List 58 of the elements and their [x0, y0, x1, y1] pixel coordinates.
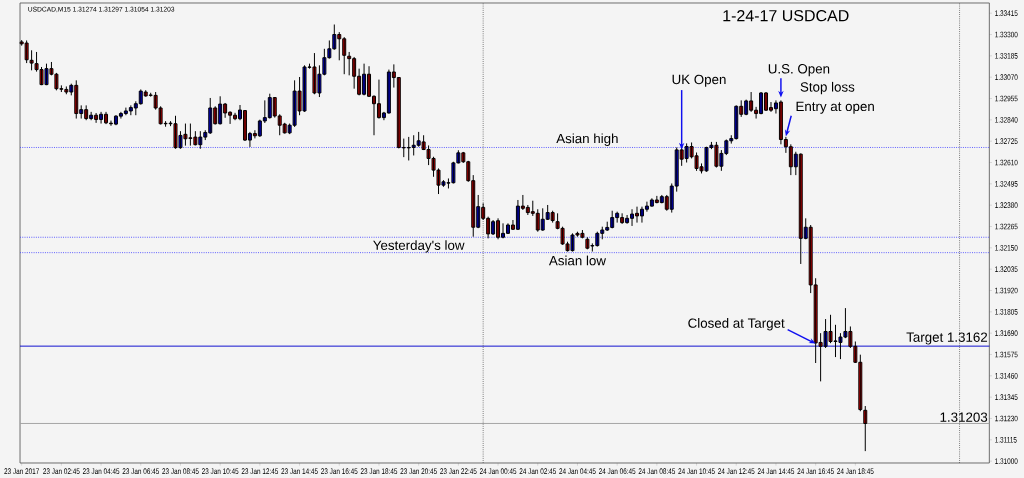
y-tick-label: 1.32265	[995, 223, 1018, 230]
x-tick-label: 24 Jan 02:45	[519, 468, 556, 475]
annotation: Entry at open	[796, 101, 874, 114]
y-tick-label: 1.31000	[995, 458, 1018, 464]
x-tick-label: 24 Jan 10:45	[678, 468, 715, 475]
x-tick-label: 23 Jan 14:45	[281, 468, 318, 475]
y-tick-label: 1.32725	[995, 138, 1018, 145]
y-tick-label: 1.33185	[995, 53, 1018, 59]
x-tick-label: 24 Jan 00:45	[479, 468, 517, 475]
annotation: Closed at Target	[688, 318, 785, 331]
y-tick-label: 1.32380	[995, 202, 1018, 208]
candlestick	[585, 236, 590, 250]
x-tick-label: 23 Jan 06:45	[122, 468, 159, 475]
x-tick-label: 24 Jan 16:45	[797, 468, 834, 475]
y-tick-label: 1.31230	[995, 415, 1018, 422]
annotation: U.S. Open	[768, 64, 830, 77]
x-tick-label: 23 Jan 10:45	[201, 468, 239, 475]
y-tick-label: 1.32150	[995, 245, 1018, 251]
x-tick-label: 23 Jan 2017	[4, 468, 39, 475]
x-tick-label: 24 Jan 12:45	[718, 468, 755, 475]
y-tick-label: 1.31920	[995, 287, 1018, 294]
y-tick-label: 1.31460	[995, 372, 1018, 379]
x-tick-label: 23 Jan 12:45	[241, 468, 279, 475]
candlestick	[863, 405, 868, 452]
x-tick-label: 23 Jan 08:45	[162, 468, 199, 475]
ref-line-label: 1.31203	[940, 412, 988, 422]
x-tick-label: 23 Jan 20:45	[400, 468, 437, 475]
x-tick-label: 23 Jan 04:45	[82, 468, 120, 475]
y-tick-label: 1.33070	[995, 74, 1018, 81]
x-tick-label: 23 Jan 22:45	[440, 468, 477, 475]
y-tick-label: 1.31345	[995, 394, 1018, 400]
y-tick-label: 1.31805	[995, 308, 1018, 315]
x-tick-label: 24 Jan 06:45	[598, 468, 636, 475]
y-tick-label: 1.31575	[995, 351, 1018, 358]
ref-line-label: Target 1.3162	[906, 332, 988, 345]
y-tick-label: 1.32495	[995, 181, 1018, 187]
y-tick-label: 1.33300	[995, 31, 1018, 38]
y-tick-label: 1.31115	[995, 436, 1017, 443]
y-tick-label: 1.32035	[995, 266, 1018, 272]
annotation: Yesterday's low	[373, 240, 465, 253]
x-tick-label: 24 Jan 14:45	[757, 468, 795, 475]
annotation: Asian low	[548, 255, 606, 266]
x-tick-label: 23 Jan 16:45	[321, 468, 358, 475]
annotation: Asian high	[556, 133, 618, 146]
x-tick-label: 23 Jan 18:45	[360, 468, 398, 475]
annotation: UK Open	[672, 74, 726, 87]
y-tick-label: 1.32610	[995, 159, 1018, 166]
x-tick-label: 24 Jan 04:45	[559, 468, 596, 475]
y-tick-label: 1.33415	[995, 10, 1018, 17]
annotation: Stop loss	[800, 81, 855, 95]
y-tick-label: 1.31690	[995, 330, 1018, 336]
candlestick	[24, 39, 29, 64]
y-tick-label: 1.32955	[995, 95, 1018, 102]
x-tick-label: 23 Jan 02:45	[43, 468, 80, 475]
x-tick-label: 24 Jan 18:45	[837, 468, 874, 475]
y-tick-label: 1.32840	[995, 117, 1018, 123]
x-tick-label: 24 Jan 08:45	[638, 468, 676, 475]
chart-title: 1-24-17 USDCAD	[723, 10, 849, 22]
